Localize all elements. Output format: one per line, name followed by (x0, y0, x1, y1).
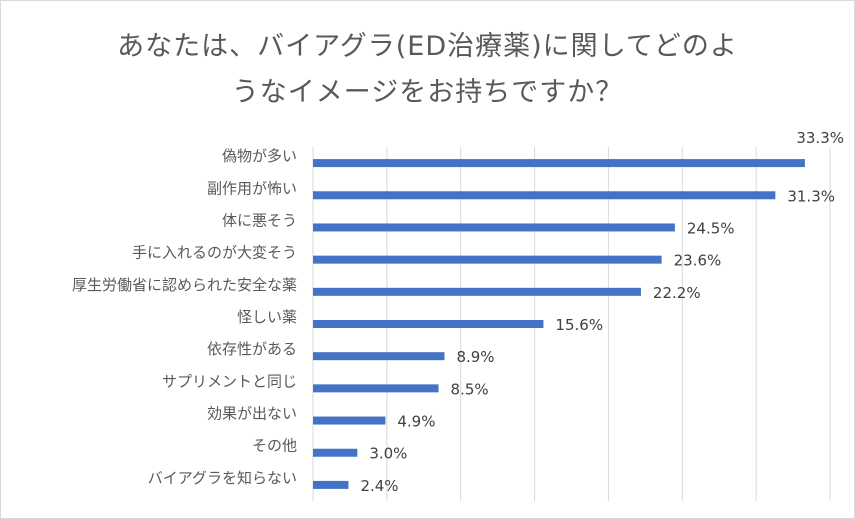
bar (313, 320, 544, 328)
bar (313, 287, 641, 296)
value-label: 23.6% (674, 252, 722, 270)
category-labels: 偽物が多い副作用が怖い体に悪そう手に入れるのが大変そう厚生労働省に認められた安全… (72, 147, 297, 487)
category-label: 依存性がある (207, 340, 297, 358)
bar (313, 480, 349, 489)
value-label: 4.9% (397, 413, 435, 431)
category-label: サプリメントと同じ (162, 372, 297, 390)
category-label: その他 (252, 437, 297, 455)
bar (313, 448, 358, 457)
value-label: 31.3% (787, 187, 835, 205)
bar (313, 255, 662, 264)
bar (313, 384, 439, 393)
value-label: 24.5% (687, 219, 735, 237)
value-labels: 33.3% 31.3% 24.5% 23.6% 22.2% 15.6% 8.9% 8.5% 4.… (360, 129, 844, 495)
category-label: 偽物が多い (222, 147, 297, 165)
bar (313, 191, 776, 200)
value-label: 8.9% (456, 348, 494, 366)
bar (313, 223, 675, 232)
category-label: 厚生労働省に認められた安全な薬 (72, 276, 297, 294)
category-label: 副作用が怖い (207, 179, 297, 197)
category-label: 怪しい薬 (237, 308, 297, 326)
bar (313, 352, 445, 361)
chart-title-line-1: あなたは、バイアグラ(ED治療薬)に関してどのよ (117, 31, 738, 62)
value-label: 15.6% (555, 316, 603, 334)
category-label: 体に悪そう (222, 211, 297, 229)
value-label: 33.3% (796, 129, 844, 147)
category-label: 手に入れるのが大変そう (132, 244, 297, 262)
value-label: 22.2% (653, 284, 701, 302)
value-label: 8.5% (451, 380, 489, 398)
value-label: 2.4% (360, 477, 398, 495)
bar (313, 416, 386, 425)
bar (313, 159, 805, 168)
category-label: 効果が出ない (207, 405, 297, 423)
chart-title-line-2: うなイメージをお持ちですか？ (231, 77, 624, 108)
value-label: 3.0% (369, 445, 407, 463)
category-label: バイアグラを知らない (148, 469, 297, 487)
bars (313, 159, 805, 489)
